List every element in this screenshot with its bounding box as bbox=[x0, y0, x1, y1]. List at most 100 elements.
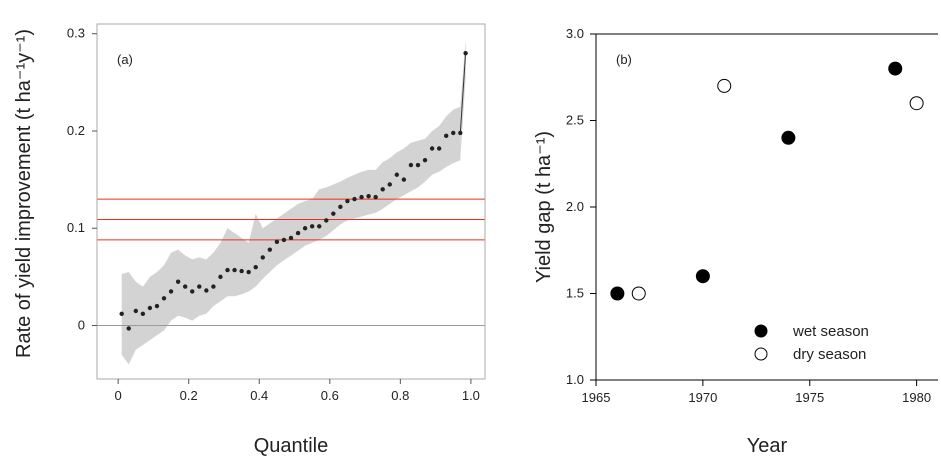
data-point bbox=[451, 130, 456, 136]
data-point bbox=[317, 224, 322, 229]
x-tick-label: 1965 bbox=[582, 390, 611, 405]
data-point bbox=[444, 133, 449, 139]
data-point-dry-season bbox=[631, 286, 646, 301]
data-point-wet-season bbox=[610, 286, 625, 301]
data-point bbox=[338, 204, 343, 210]
data-point bbox=[154, 303, 160, 309]
x-tick-label: 0.8 bbox=[391, 388, 409, 403]
confidence-band bbox=[121, 106, 461, 365]
data-point bbox=[133, 308, 138, 314]
data-point-dry-season bbox=[717, 78, 732, 93]
panel-label: (b) bbox=[616, 52, 632, 67]
x-tick-label: 1975 bbox=[795, 390, 824, 405]
data-point bbox=[415, 162, 421, 168]
data-point bbox=[380, 187, 385, 192]
data-point-dry-season bbox=[909, 96, 924, 111]
data-point bbox=[366, 193, 371, 199]
data-point-wet-season bbox=[781, 130, 796, 145]
data-points bbox=[119, 50, 468, 331]
data-point bbox=[359, 194, 364, 200]
data-point bbox=[168, 289, 174, 294]
y-tick-label: 2.0 bbox=[566, 199, 584, 214]
data-point bbox=[161, 296, 167, 301]
data-point bbox=[182, 284, 188, 289]
data-point bbox=[302, 226, 308, 231]
data-point bbox=[246, 269, 251, 275]
y-tick-label: 0.2 bbox=[67, 123, 85, 138]
data-point bbox=[197, 284, 202, 289]
data-point bbox=[345, 198, 350, 204]
data-point bbox=[352, 196, 357, 202]
data-point bbox=[373, 194, 378, 200]
data-point bbox=[253, 264, 258, 270]
y-axis-ticks: 1.0 1.5 2.0 2.5 3.0 bbox=[566, 26, 596, 387]
data-point bbox=[463, 50, 468, 56]
data-point-wet-season bbox=[888, 61, 903, 76]
x-tick-label: 0.6 bbox=[321, 388, 339, 403]
y-tick-label: 0.1 bbox=[67, 220, 85, 235]
y-tick-label: 3.0 bbox=[566, 26, 584, 41]
data-point bbox=[175, 279, 181, 284]
x-tick-label: 0.4 bbox=[250, 388, 268, 403]
x-axis-ticks: 1965 1970 1975 1980 bbox=[582, 380, 931, 405]
y-axis-label: Yield gap (t ha⁻¹) bbox=[533, 131, 555, 283]
y-tick-label: 0 bbox=[78, 318, 85, 333]
data-point bbox=[436, 146, 442, 151]
data-point bbox=[394, 172, 400, 177]
x-tick-label: 1970 bbox=[688, 390, 717, 405]
y-tick-label: 0.3 bbox=[67, 26, 85, 41]
data-point bbox=[260, 255, 265, 260]
data-point bbox=[324, 218, 329, 223]
data-point bbox=[232, 267, 237, 273]
y-tick-label: 2.5 bbox=[566, 113, 584, 128]
data-point bbox=[401, 177, 407, 182]
data-point bbox=[218, 274, 223, 280]
panel-b: 1965 1970 1975 1980 1.0 1.5 2.0 2.5 3.0 (b) Yea… bbox=[533, 26, 938, 457]
x-tick-label: 0.2 bbox=[180, 388, 198, 403]
data-point-wet-season bbox=[695, 269, 710, 284]
data-point bbox=[309, 224, 315, 229]
data-point bbox=[458, 130, 463, 136]
data-point bbox=[387, 182, 392, 187]
panel-label: (a) bbox=[117, 52, 133, 67]
data-point bbox=[295, 230, 301, 236]
data-point bbox=[211, 284, 216, 289]
data-point bbox=[239, 268, 244, 274]
data-point bbox=[267, 247, 273, 252]
data-point bbox=[288, 235, 294, 241]
y-tick-label: 1.0 bbox=[566, 372, 584, 387]
x-axis-label: Year bbox=[747, 435, 788, 457]
legend-label-wet-season: wet season bbox=[792, 323, 869, 340]
legend-marker-wet-season bbox=[754, 324, 768, 338]
x-tick-label: 1.0 bbox=[462, 388, 480, 403]
data-point bbox=[147, 305, 153, 311]
panel-a: 0 0.2 0.4 0.6 0.8 1.0 0 0.1 0.2 0.3 (a) Quantile… bbox=[13, 23, 486, 457]
x-axis-ticks: 0 0.2 0.4 0.6 0.8 1.0 bbox=[115, 379, 480, 403]
data-point bbox=[225, 267, 230, 273]
data-point bbox=[281, 237, 287, 243]
legend-marker-dry-season bbox=[754, 347, 768, 361]
data-point bbox=[119, 311, 124, 317]
x-axis-label: Quantile bbox=[254, 435, 329, 457]
y-axis-label: Rate of yield improvement (t ha⁻¹y⁻¹) bbox=[13, 29, 35, 358]
legend-label-dry-season: dry season bbox=[793, 346, 866, 363]
data-point bbox=[190, 289, 195, 294]
data-point bbox=[408, 162, 414, 168]
plot-area bbox=[96, 23, 486, 380]
y-tick-label: 1.5 bbox=[566, 286, 584, 301]
data-point bbox=[140, 311, 146, 317]
data-point bbox=[422, 157, 428, 163]
data-point bbox=[331, 211, 336, 216]
y-axis-ticks: 0 0.1 0.2 0.3 bbox=[67, 26, 97, 333]
tail-line bbox=[459, 53, 467, 133]
data-points bbox=[610, 61, 924, 301]
data-point bbox=[126, 326, 131, 331]
axes bbox=[595, 33, 938, 381]
x-tick-label: 0 bbox=[115, 388, 122, 403]
legend: wet season dry season bbox=[754, 323, 869, 363]
x-tick-label: 1980 bbox=[902, 390, 931, 405]
data-point bbox=[429, 146, 435, 151]
data-point bbox=[204, 288, 209, 293]
data-point bbox=[274, 239, 280, 245]
